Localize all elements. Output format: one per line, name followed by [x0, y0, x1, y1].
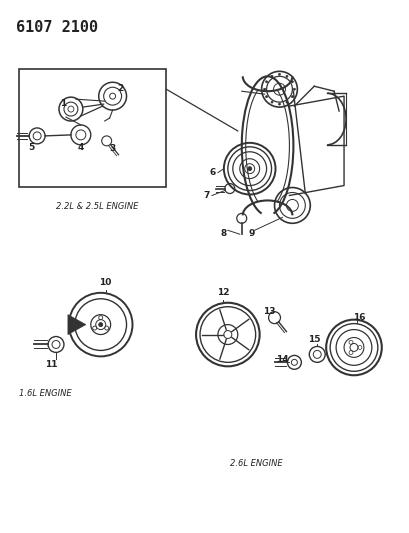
Text: 13: 13	[263, 307, 275, 316]
Text: 14: 14	[276, 355, 288, 364]
Text: 15: 15	[307, 335, 320, 344]
Circle shape	[247, 167, 251, 171]
Circle shape	[265, 95, 267, 98]
Text: 2.2L & 2.5L ENGINE: 2.2L & 2.5L ENGINE	[56, 203, 138, 212]
Text: 8: 8	[220, 229, 227, 238]
Text: 1: 1	[60, 99, 66, 108]
Circle shape	[291, 81, 293, 83]
Text: 7: 7	[203, 191, 210, 200]
Text: 1.6L ENGINE: 1.6L ENGINE	[19, 389, 72, 398]
Circle shape	[278, 74, 280, 75]
Circle shape	[263, 88, 265, 90]
Circle shape	[270, 101, 272, 103]
Text: 6: 6	[209, 168, 216, 177]
Text: 5: 5	[28, 143, 34, 152]
Text: 3: 3	[109, 144, 115, 154]
Text: 4: 4	[77, 143, 84, 152]
Text: 9: 9	[248, 229, 254, 238]
Text: 2.6L ENGINE: 2.6L ENGINE	[229, 459, 282, 467]
Circle shape	[293, 88, 294, 90]
Circle shape	[265, 81, 267, 83]
Text: 2: 2	[117, 84, 124, 93]
Text: 12: 12	[216, 288, 229, 297]
Text: 6107 2100: 6107 2100	[16, 20, 98, 35]
Polygon shape	[68, 314, 85, 335]
Circle shape	[285, 101, 287, 103]
Text: 16: 16	[352, 313, 364, 322]
Circle shape	[278, 103, 280, 105]
Text: 11: 11	[45, 360, 57, 369]
Text: 10: 10	[99, 278, 112, 287]
Circle shape	[285, 75, 287, 77]
Circle shape	[270, 75, 272, 77]
Bar	[19, 69, 166, 187]
Circle shape	[99, 322, 102, 327]
Circle shape	[291, 95, 293, 98]
